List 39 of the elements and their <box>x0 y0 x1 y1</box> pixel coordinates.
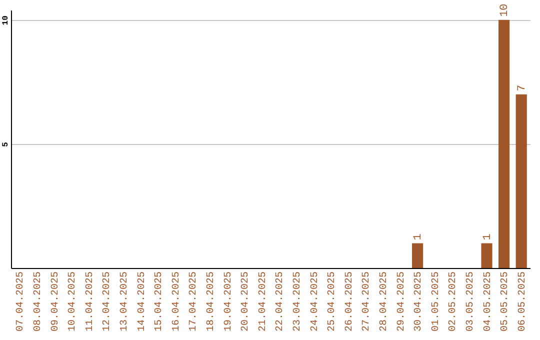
x-tick-label: 17.04.2025 <box>188 272 200 332</box>
x-tick-label: 01.05.2025 <box>430 272 442 332</box>
data-label: 10 <box>499 4 512 17</box>
x-tick-label: 30.04.2025 <box>414 272 425 332</box>
bar <box>481 243 492 268</box>
x-tick-label: 19.04.2025 <box>223 272 234 332</box>
y-tick-label: 5 <box>2 142 10 147</box>
x-tick-label: 25.04.2025 <box>327 272 338 332</box>
x-tick-label: 16.04.2025 <box>171 272 182 332</box>
x-tick-label: 12.04.2025 <box>102 272 114 332</box>
x-tick-label: 20.04.2025 <box>240 272 252 332</box>
x-tick-label: 06.05.2025 <box>517 272 528 332</box>
x-tick-label: 15.04.2025 <box>154 272 166 332</box>
x-tick-label: 27.04.2025 <box>362 272 373 332</box>
x-tick-label: 26.04.2025 <box>344 272 356 332</box>
bar <box>498 20 510 268</box>
data-label: 1 <box>482 233 494 240</box>
x-tick-label: 28.04.2025 <box>378 272 390 332</box>
x-tick-label: 05.05.2025 <box>500 272 512 332</box>
x-tick-label: 08.04.2025 <box>32 272 44 332</box>
bar <box>412 243 424 268</box>
x-tick-label: 03.05.2025 <box>465 272 476 332</box>
x-tick-label: 14.04.2025 <box>136 272 148 332</box>
x-tick-label: 10.04.2025 <box>68 272 79 332</box>
x-tick-label: 21.04.2025 <box>258 272 269 332</box>
x-tick-label: 23.04.2025 <box>292 272 304 332</box>
x-tick-label: 02.05.2025 <box>448 272 460 332</box>
x-tick-label: 18.04.2025 <box>206 272 217 332</box>
x-tick-label: 09.04.2025 <box>50 272 62 332</box>
data-label: 1 <box>412 233 425 240</box>
x-tick-label: 22.04.2025 <box>275 272 286 332</box>
data-label: 7 <box>516 84 528 92</box>
x-tick-label: 04.05.2025 <box>482 272 494 332</box>
x-tick-label: 11.04.2025 <box>84 272 96 332</box>
x-tick-label: 13.04.2025 <box>119 272 130 332</box>
x-tick-label: 24.04.2025 <box>310 272 321 332</box>
x-tick-label: 07.04.2025 <box>16 272 27 332</box>
x-tick-label: 29.04.2025 <box>396 272 408 332</box>
bar <box>516 94 527 268</box>
